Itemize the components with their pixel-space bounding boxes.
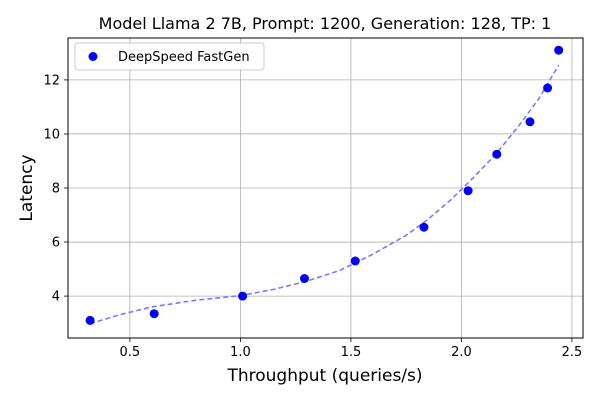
legend: DeepSpeed FastGen bbox=[74, 42, 265, 71]
trendline-group bbox=[89, 64, 560, 325]
data-point bbox=[350, 256, 360, 266]
x-tick-label: 1.5 bbox=[341, 345, 362, 360]
legend-marker bbox=[88, 52, 98, 61]
data-point bbox=[85, 315, 95, 325]
data-point bbox=[419, 222, 429, 232]
data-point bbox=[525, 117, 535, 127]
trendline bbox=[89, 64, 560, 325]
y-axis: 4 6 8 10 12 bbox=[43, 73, 68, 305]
data-point bbox=[238, 291, 248, 301]
data-point bbox=[492, 149, 502, 159]
x-tick-label: 1.0 bbox=[230, 345, 251, 360]
x-tick-label: 2.5 bbox=[562, 345, 583, 360]
data-point bbox=[463, 186, 473, 196]
y-tick-label: 12 bbox=[43, 73, 60, 88]
grid bbox=[68, 38, 583, 338]
x-tick-label: 0.5 bbox=[120, 345, 141, 360]
legend-box bbox=[74, 42, 265, 71]
data-point bbox=[543, 83, 553, 93]
x-axis-label: Throughput (queries/s) bbox=[226, 366, 422, 386]
x-axis: 0.5 1.0 1.5 2.0 2.5 bbox=[120, 338, 583, 360]
x-tick-label: 2.0 bbox=[451, 345, 472, 360]
y-tick-label: 10 bbox=[43, 127, 60, 142]
legend-label: DeepSpeed FastGen bbox=[118, 50, 250, 65]
data-point bbox=[149, 309, 159, 319]
points-group bbox=[85, 45, 564, 325]
data-point bbox=[554, 45, 564, 55]
y-tick-label: 4 bbox=[52, 290, 60, 305]
data-point bbox=[300, 274, 309, 283]
chart-title: Model Llama 2 7B, Prompt: 1200, Generati… bbox=[99, 14, 552, 33]
y-tick-label: 6 bbox=[52, 236, 60, 251]
y-tick-label: 8 bbox=[52, 182, 60, 197]
y-axis-label: Latency bbox=[17, 154, 37, 221]
